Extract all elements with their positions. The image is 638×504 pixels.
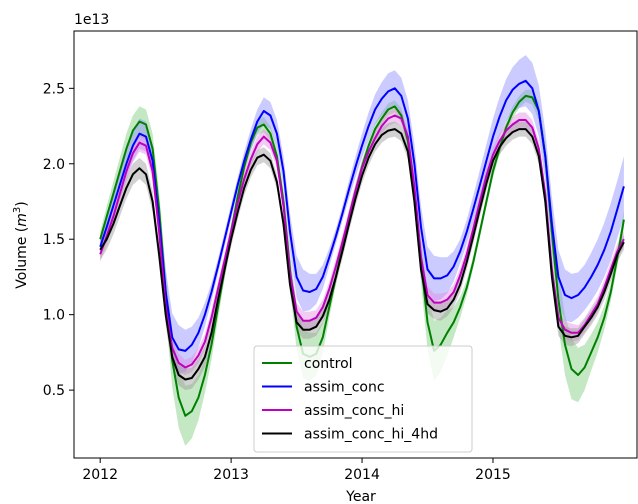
x-tick-label: 2014	[344, 467, 380, 483]
band-control	[100, 89, 624, 446]
y-tick-label: 2.5	[43, 81, 65, 97]
legend-label-assim-conc: assim_conc	[304, 380, 385, 396]
x-axis-title: Year	[345, 489, 376, 504]
y-tick-label: 0.5	[43, 383, 65, 399]
x-tick-label: 2012	[82, 467, 118, 483]
y-axis-title: Volume (m3)	[12, 201, 30, 288]
legend-label-control: control	[304, 356, 353, 372]
legend: control assim_conc assim_conc_hi assim_conc…	[253, 345, 473, 453]
line-assim-conc	[99, 79, 625, 352]
plot-area-frame	[73, 30, 638, 459]
line-assim-conc-hi	[99, 114, 625, 369]
legend-frame	[253, 345, 473, 453]
legend-label-assim-conc-hi-4hd: assim_conc_hi_4hd	[304, 427, 438, 443]
y-tick-label: 1.0	[43, 308, 65, 324]
x-tick-label: 2015	[475, 467, 511, 483]
x-axis-ticks: 2012 2013 2014 2015	[82, 458, 511, 483]
series-lines	[99, 79, 625, 417]
y-tick-label: 1.5	[43, 232, 65, 248]
line-assim-conc-hi-4hd	[99, 128, 625, 381]
y-tick-label: 2.0	[43, 157, 65, 173]
y-offset-label: 1e13	[74, 12, 109, 28]
band-assim-conc-hi	[100, 108, 624, 375]
y-axis-ticks: 0.5 1.0 1.5 2.0 2.5	[43, 81, 74, 399]
x-tick-label: 2013	[213, 467, 249, 483]
legend-label-assim-conc-hi: assim_conc_hi	[304, 403, 404, 419]
